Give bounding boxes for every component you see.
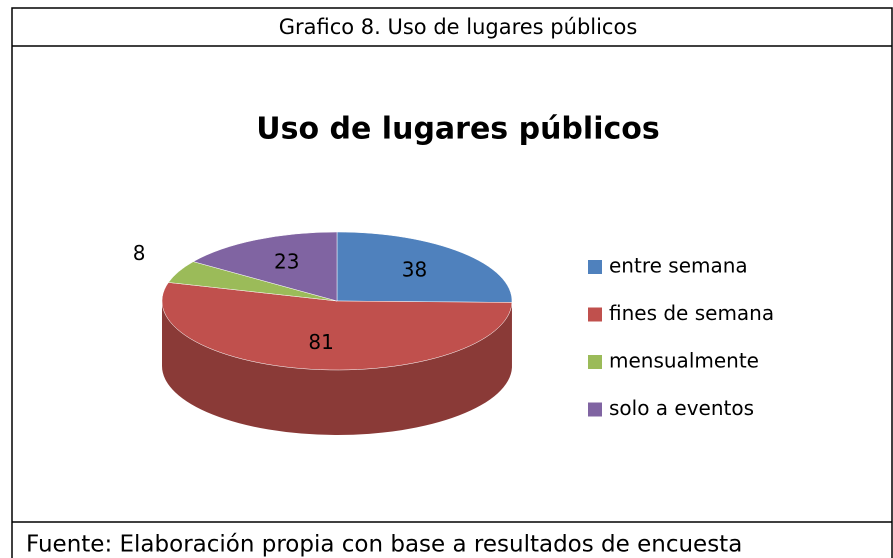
frame	[11, 7, 893, 558]
legend-swatch	[588, 260, 602, 274]
legend-label: solo a eventos	[609, 396, 754, 420]
source: Fuente: Elaboración propia con base a re…	[26, 532, 742, 558]
data-label: 81	[308, 330, 333, 354]
legend-swatch	[588, 402, 602, 417]
pie-slice	[161, 282, 513, 371]
legend-swatch	[588, 355, 602, 369]
data-label: 23	[274, 250, 299, 274]
caption: Grafico 8. Uso de lugares públicos	[279, 15, 638, 39]
pie-slice	[336, 231, 513, 303]
data-label: 38	[402, 258, 427, 282]
legend-label: mensualmente	[609, 349, 759, 373]
pie-slice	[192, 231, 338, 302]
chart-title: Uso de lugares públicos	[256, 112, 659, 147]
pie-side	[162, 301, 512, 435]
legend-label: fines de semana	[609, 301, 774, 325]
data-label: 8	[133, 241, 146, 265]
legend-swatch	[588, 307, 602, 322]
legend-label: entre semana	[609, 254, 748, 278]
